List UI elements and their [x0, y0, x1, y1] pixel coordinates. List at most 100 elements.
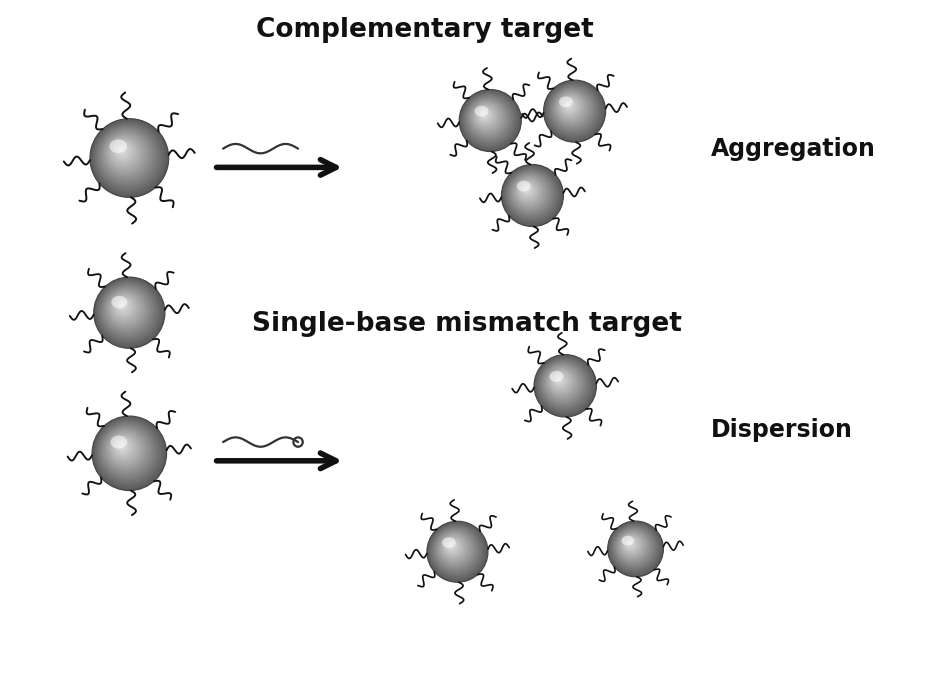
- Ellipse shape: [466, 96, 511, 142]
- Ellipse shape: [514, 178, 543, 207]
- Ellipse shape: [448, 542, 455, 549]
- Ellipse shape: [566, 102, 571, 108]
- Ellipse shape: [111, 294, 138, 321]
- Ellipse shape: [112, 141, 134, 162]
- Ellipse shape: [473, 103, 500, 130]
- Ellipse shape: [438, 533, 470, 564]
- Ellipse shape: [479, 110, 489, 120]
- Ellipse shape: [94, 418, 163, 488]
- Ellipse shape: [100, 283, 155, 338]
- Ellipse shape: [505, 168, 558, 222]
- Ellipse shape: [624, 538, 637, 551]
- Ellipse shape: [118, 442, 125, 450]
- Ellipse shape: [432, 526, 481, 575]
- Ellipse shape: [92, 416, 167, 491]
- Ellipse shape: [475, 106, 496, 126]
- Ellipse shape: [616, 529, 651, 565]
- Ellipse shape: [471, 101, 504, 134]
- Ellipse shape: [621, 536, 634, 545]
- Ellipse shape: [513, 176, 546, 209]
- Ellipse shape: [116, 299, 130, 314]
- Ellipse shape: [91, 120, 167, 196]
- Ellipse shape: [534, 354, 597, 417]
- Ellipse shape: [511, 174, 548, 211]
- Ellipse shape: [98, 422, 157, 482]
- Ellipse shape: [565, 101, 572, 109]
- Ellipse shape: [102, 426, 152, 475]
- Ellipse shape: [503, 166, 561, 224]
- Ellipse shape: [554, 91, 588, 124]
- Ellipse shape: [619, 532, 647, 560]
- Ellipse shape: [508, 171, 554, 216]
- Ellipse shape: [93, 417, 165, 489]
- Ellipse shape: [110, 294, 139, 322]
- Ellipse shape: [449, 543, 454, 547]
- Ellipse shape: [556, 377, 562, 383]
- Ellipse shape: [537, 357, 592, 413]
- Ellipse shape: [556, 377, 561, 381]
- Ellipse shape: [610, 523, 660, 574]
- Ellipse shape: [121, 304, 123, 306]
- Ellipse shape: [441, 536, 466, 560]
- Ellipse shape: [433, 527, 478, 572]
- Ellipse shape: [519, 182, 537, 200]
- Ellipse shape: [97, 421, 159, 483]
- Ellipse shape: [438, 531, 472, 566]
- Ellipse shape: [102, 131, 150, 178]
- Ellipse shape: [550, 371, 564, 382]
- Ellipse shape: [629, 542, 631, 544]
- Ellipse shape: [446, 540, 458, 553]
- Ellipse shape: [561, 98, 578, 115]
- Ellipse shape: [99, 128, 155, 183]
- Ellipse shape: [105, 428, 147, 471]
- Ellipse shape: [613, 526, 655, 569]
- Ellipse shape: [618, 531, 648, 561]
- Ellipse shape: [609, 522, 661, 574]
- Ellipse shape: [442, 536, 464, 559]
- Ellipse shape: [547, 84, 601, 137]
- Ellipse shape: [111, 435, 137, 460]
- Ellipse shape: [435, 529, 475, 570]
- Ellipse shape: [104, 287, 149, 332]
- Ellipse shape: [110, 435, 127, 448]
- Ellipse shape: [545, 366, 579, 399]
- Ellipse shape: [95, 419, 162, 486]
- Ellipse shape: [101, 285, 154, 337]
- Ellipse shape: [502, 164, 564, 227]
- Ellipse shape: [101, 425, 153, 477]
- Ellipse shape: [116, 144, 128, 158]
- Ellipse shape: [551, 371, 571, 392]
- Ellipse shape: [106, 430, 145, 469]
- Ellipse shape: [443, 537, 463, 558]
- Ellipse shape: [97, 126, 157, 186]
- Ellipse shape: [620, 534, 643, 556]
- Ellipse shape: [468, 98, 507, 138]
- Ellipse shape: [461, 91, 519, 149]
- Ellipse shape: [118, 301, 127, 311]
- Ellipse shape: [437, 531, 473, 567]
- Ellipse shape: [465, 95, 512, 143]
- Ellipse shape: [549, 86, 597, 133]
- Ellipse shape: [552, 88, 593, 129]
- Ellipse shape: [544, 364, 581, 401]
- Ellipse shape: [114, 438, 132, 456]
- Ellipse shape: [118, 146, 125, 154]
- Ellipse shape: [469, 99, 506, 136]
- Ellipse shape: [428, 523, 486, 580]
- Ellipse shape: [508, 172, 552, 215]
- Ellipse shape: [439, 534, 468, 562]
- Ellipse shape: [111, 140, 135, 164]
- Ellipse shape: [109, 138, 139, 167]
- Ellipse shape: [551, 372, 570, 390]
- Ellipse shape: [95, 279, 162, 346]
- Ellipse shape: [109, 293, 141, 323]
- Text: Single-base mismatch target: Single-base mismatch target: [252, 311, 682, 337]
- Ellipse shape: [429, 524, 485, 578]
- Ellipse shape: [462, 93, 516, 146]
- Ellipse shape: [620, 533, 645, 558]
- Ellipse shape: [104, 132, 148, 177]
- Ellipse shape: [108, 291, 143, 327]
- Ellipse shape: [512, 175, 547, 210]
- Ellipse shape: [555, 92, 587, 123]
- Ellipse shape: [107, 135, 143, 172]
